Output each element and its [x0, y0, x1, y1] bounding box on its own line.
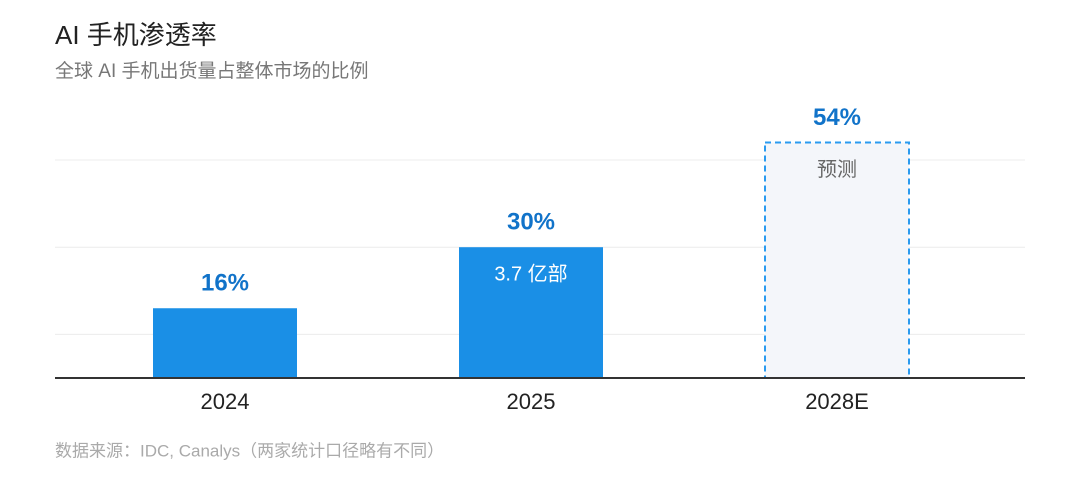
x-tick-label: 2025: [507, 389, 556, 414]
source-note: 数据来源：IDC, Canalys（两家统计口径略有不同）: [55, 441, 444, 460]
bar: [153, 308, 297, 378]
x-tick-label: 2028E: [805, 389, 869, 414]
value-label: 16%: [201, 270, 249, 297]
value-label: 54%: [813, 104, 861, 131]
chart-title: AI 手机渗透率: [55, 20, 217, 50]
bar-note: 预测: [817, 158, 857, 181]
value-label: 30%: [507, 209, 555, 236]
x-tick-label: 2024: [201, 389, 250, 414]
bar-note: 3.7 亿部: [494, 262, 567, 285]
chart-subtitle: 全球 AI 手机出货量占整体市场的比例: [55, 60, 369, 82]
bar: [459, 247, 603, 378]
